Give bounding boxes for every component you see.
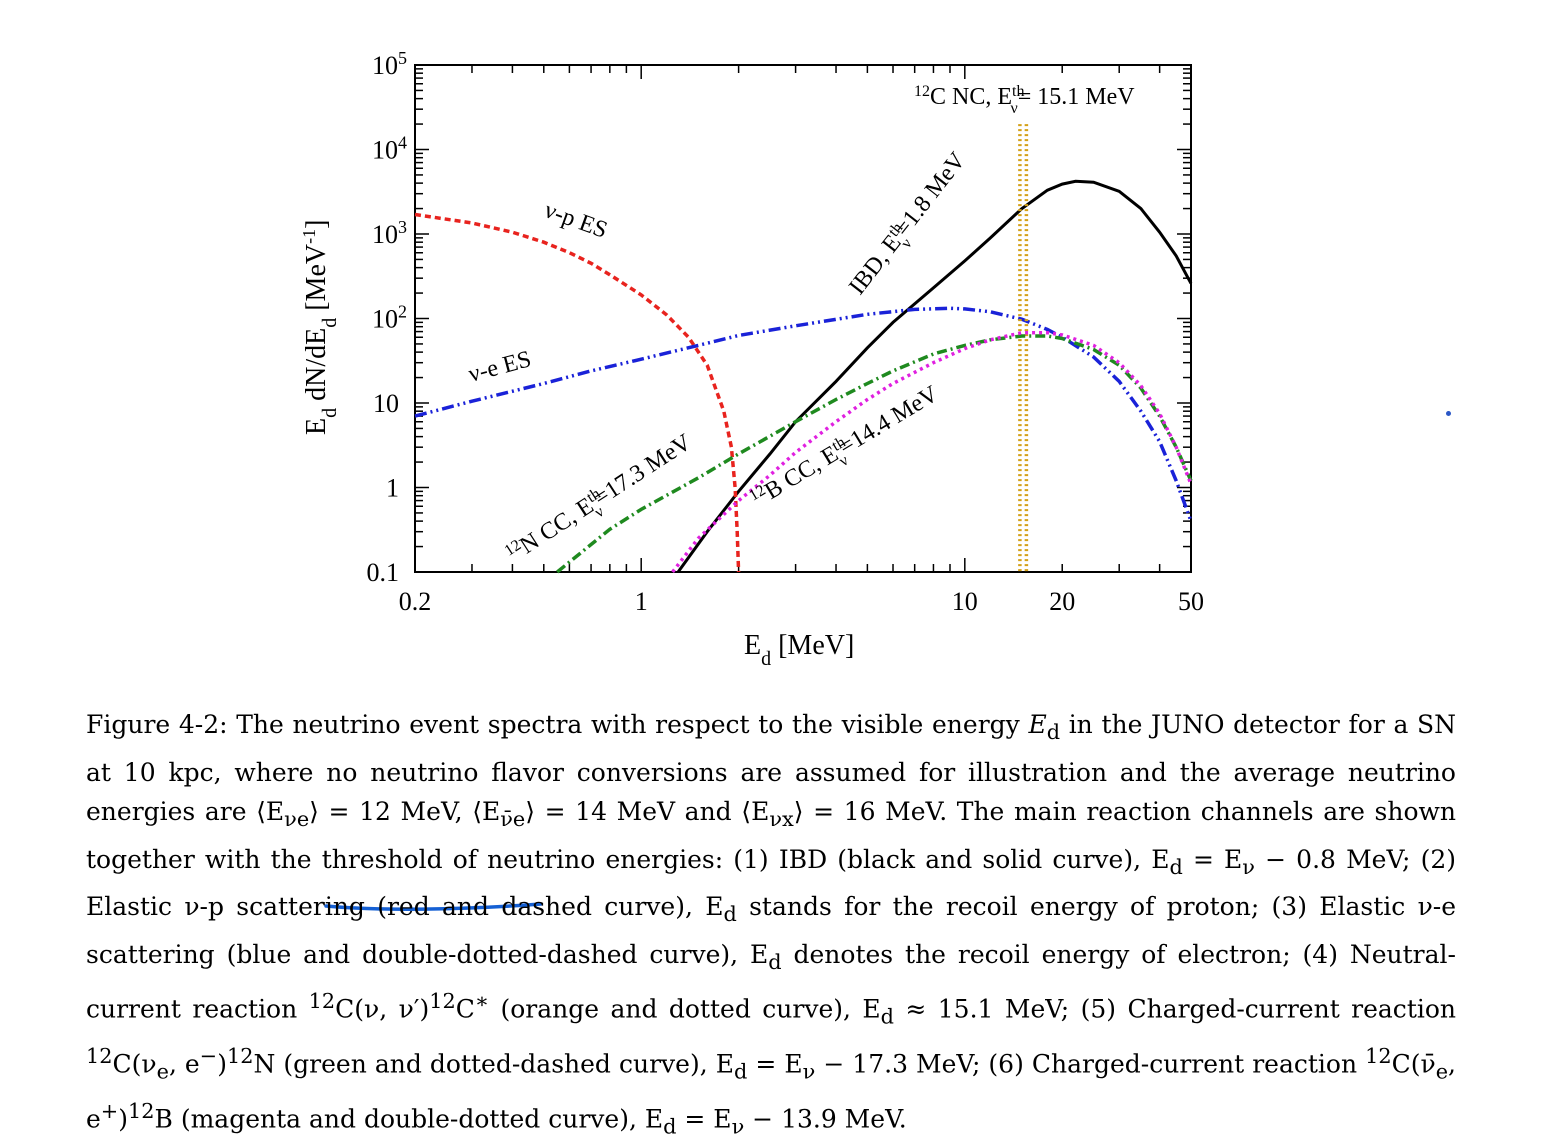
hand-drawn-underline [324, 902, 543, 911]
y-tick-label: 105 [372, 48, 407, 80]
series-n-cc-line [556, 334, 1193, 574]
figure-caption: Figure 4-2: The neutrino event spectra w… [86, 710, 1457, 1138]
x-tick-label: 1 [635, 587, 648, 616]
series-b-cc-line [671, 330, 1193, 574]
y-tick-label: 10 [373, 389, 399, 418]
series-ibd-line [676, 179, 1193, 573]
series-c-nc-label: 12C NC, Eth ν= 15.1 MeV [914, 83, 1135, 117]
y-tick-label: 104 [372, 133, 407, 165]
curves [414, 124, 1193, 574]
x-axis-title: Ed [MeV] [744, 630, 854, 670]
ticks [414, 65, 1192, 573]
figure-label: Figure 4-2: [86, 710, 228, 739]
y-tick-label: 0.1 [367, 558, 400, 587]
x-tick-label: 20 [1049, 587, 1075, 616]
series-nu-e-line [414, 306, 1193, 522]
series-nu-p-line [414, 212, 741, 573]
x-tick-label: 0.2 [399, 587, 432, 616]
y-axis-title: Ed dN/dEd [MeV-1] [299, 220, 341, 435]
y-tick-label: 1 [386, 474, 399, 503]
x-tick-label: 50 [1178, 587, 1204, 616]
stray-dot [1446, 411, 1451, 416]
x-tick-label: 10 [952, 587, 978, 616]
y-tick-label: 103 [372, 217, 407, 249]
tick-labels: 0.2 1 10 20 50 0.1 1 10 102 103 104 105 [367, 48, 1205, 616]
y-tick-label: 102 [372, 302, 407, 334]
